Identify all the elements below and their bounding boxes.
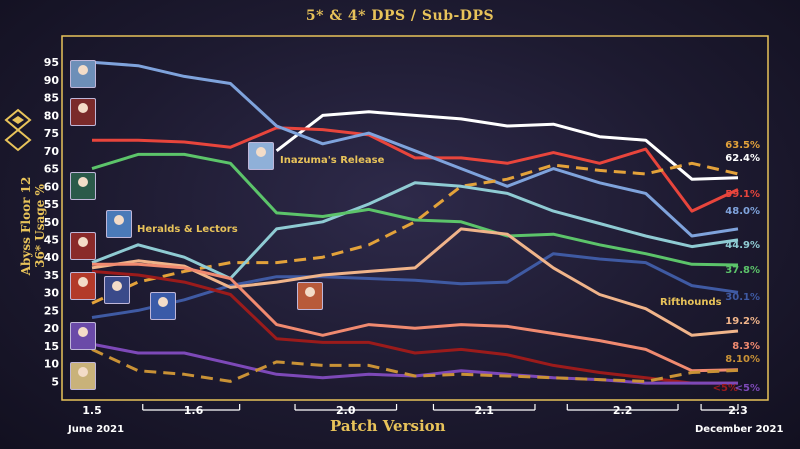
abyss-emblem-icon <box>4 108 32 152</box>
y-tick-label: 70 <box>44 145 60 158</box>
series-line <box>91 227 739 337</box>
chart-annotation: Heralds & Lectors <box>137 224 238 235</box>
y-tick-label: 95 <box>44 56 59 69</box>
series-end-label: <5% <box>713 383 738 394</box>
y-tick-label: 30 <box>44 287 60 300</box>
series-line <box>91 60 739 238</box>
y-tick-label: 85 <box>44 92 59 105</box>
y-axis-label-line2: 36* Usage % <box>33 184 47 268</box>
y-tick-label: 15 <box>44 340 59 353</box>
y-tick-label: 5 <box>51 375 59 388</box>
character-portrait-icon <box>297 282 323 310</box>
series-end-label: 48.0% <box>725 206 760 217</box>
character-portrait-icon <box>70 272 96 300</box>
x-bracket <box>142 404 241 411</box>
y-tick-label: 55 <box>44 198 59 211</box>
series-line <box>275 110 739 181</box>
chart-annotation: Rifthounds <box>660 297 722 308</box>
series-line <box>91 181 739 280</box>
character-portrait-icon <box>70 232 96 260</box>
y-axis-label: Abyss Floor 12 36* Usage % <box>19 171 47 281</box>
series-line <box>92 262 739 373</box>
character-portrait-icon <box>150 292 176 320</box>
y-axis-label-line1: Abyss Floor 12 <box>19 176 33 276</box>
y-tick-label: 60 <box>44 180 60 193</box>
character-portrait-icon <box>70 98 96 126</box>
character-portrait-icon <box>248 142 274 170</box>
series-line <box>91 269 738 385</box>
x-bracket <box>566 404 679 411</box>
series-end-label: 44.9% <box>725 240 760 251</box>
series-end-label: 30.1% <box>725 292 760 303</box>
y-tick-label: 65 <box>44 163 59 176</box>
series-line <box>91 252 739 319</box>
character-portrait-icon <box>70 60 96 88</box>
series-end-label: 63.5% <box>725 140 760 151</box>
series-end-label: 62.4% <box>725 153 760 164</box>
chart-title: 5* & 4* DPS / Sub-DPS <box>305 8 495 24</box>
y-tick-label: 35 <box>44 269 59 282</box>
y-tick-label: 80 <box>44 109 60 122</box>
series-line <box>91 348 739 383</box>
y-tick-label: 90 <box>44 74 60 87</box>
series-end-label: 19.2% <box>725 316 760 327</box>
character-portrait-icon <box>106 210 132 238</box>
y-tick-label: 25 <box>44 304 59 317</box>
chart-annotation: Inazuma's Release <box>280 155 385 166</box>
series-line <box>91 152 739 267</box>
series-line <box>92 126 739 213</box>
series-end-label: 8.3% <box>732 341 760 352</box>
x-tick-label: 1.5 <box>82 404 102 417</box>
y-tick-label: 45 <box>44 234 59 247</box>
y-tick-label: 50 <box>44 216 60 229</box>
character-portrait-icon <box>104 276 130 304</box>
series-end-label: 59.1% <box>725 189 760 200</box>
character-portrait-icon <box>70 362 96 390</box>
y-tick-label: 75 <box>44 127 59 140</box>
series-end-label: 8.10% <box>725 354 760 365</box>
x-bracket <box>294 404 398 411</box>
y-tick-label: 10 <box>44 358 60 371</box>
y-tick-label: 20 <box>44 322 60 335</box>
x-bracket <box>700 404 739 411</box>
character-portrait-icon <box>70 172 96 200</box>
series-end-label: 37.8% <box>725 265 760 276</box>
plot-frame <box>61 35 769 401</box>
x-bracket <box>432 404 536 411</box>
y-tick-label: 40 <box>44 251 60 264</box>
x-date-end: December 2021 <box>695 424 784 435</box>
series-end-label: <5% <box>735 383 760 394</box>
x-date-start: June 2021 <box>68 424 125 435</box>
x-axis-label: Patch Version <box>330 417 446 435</box>
character-portrait-icon <box>70 322 96 350</box>
